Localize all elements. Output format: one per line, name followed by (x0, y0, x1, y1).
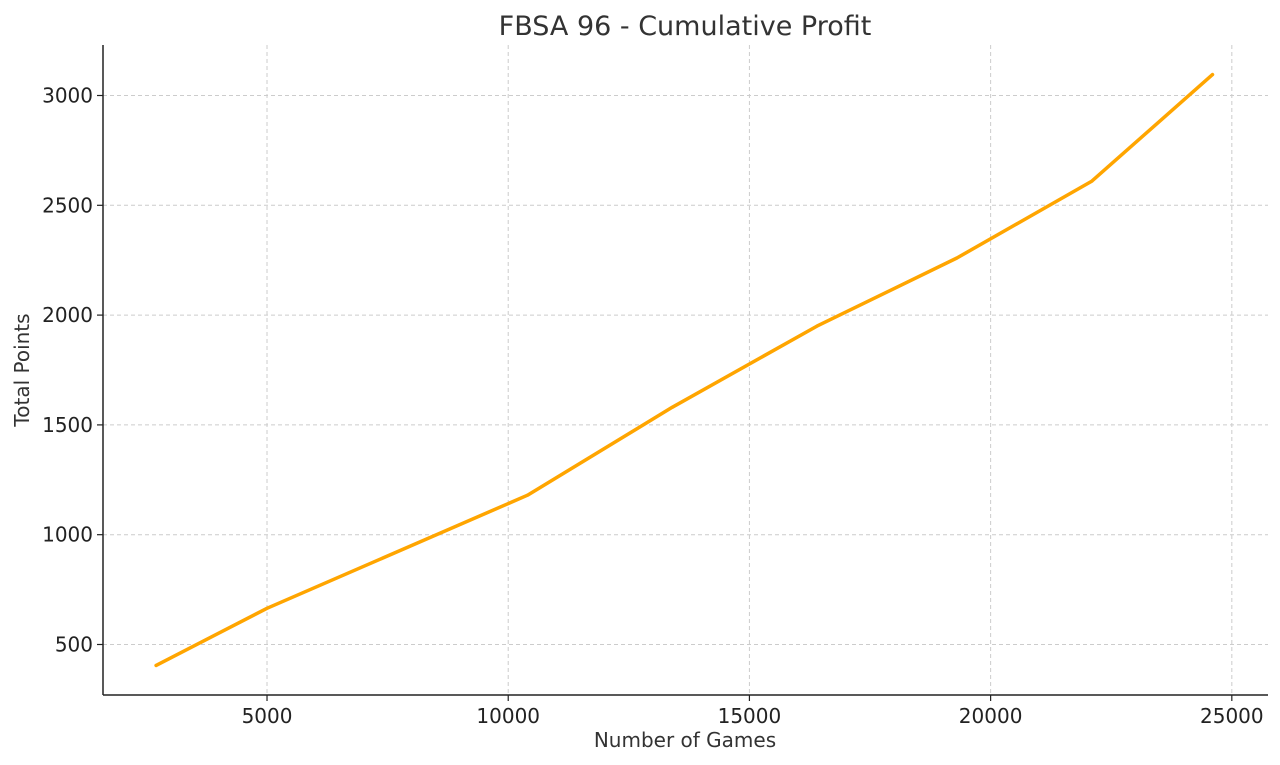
data-point (154, 663, 158, 667)
data-point (265, 606, 269, 610)
data-point (1211, 73, 1215, 77)
y-tick-label: 1000 (42, 523, 93, 547)
x-tick-label: 25000 (1200, 704, 1264, 728)
y-tick-label: 500 (55, 632, 93, 656)
y-axis-label: Total Points (10, 313, 34, 427)
series-layer (154, 72, 1215, 668)
axes-layer (102, 45, 1268, 696)
x-tick-label: 15000 (718, 704, 782, 728)
x-ticks-layer: 5000 10000 15000 20000 25000 (242, 695, 1264, 728)
data-point (670, 405, 674, 409)
x-tick-label: 10000 (476, 704, 540, 728)
data-point (1090, 179, 1094, 183)
grid-layer (103, 45, 1268, 695)
chart-title: FBSA 96 - Cumulative Profit (499, 11, 872, 42)
data-point (815, 324, 819, 328)
y-tick-label: 1500 (42, 413, 93, 437)
series-line (154, 72, 1215, 668)
data-point (955, 256, 959, 260)
y-tick-label: 3000 (42, 84, 93, 108)
x-tick-label: 5000 (242, 704, 293, 728)
data-point (526, 493, 530, 497)
x-tick-label: 20000 (959, 704, 1023, 728)
x-axis-label: Number of Games (594, 728, 776, 752)
y-tick-label: 2000 (42, 303, 93, 327)
y-ticks-layer: 500 1000 1500 2000 2500 3000 (42, 84, 103, 656)
y-tick-label: 2500 (42, 193, 93, 217)
